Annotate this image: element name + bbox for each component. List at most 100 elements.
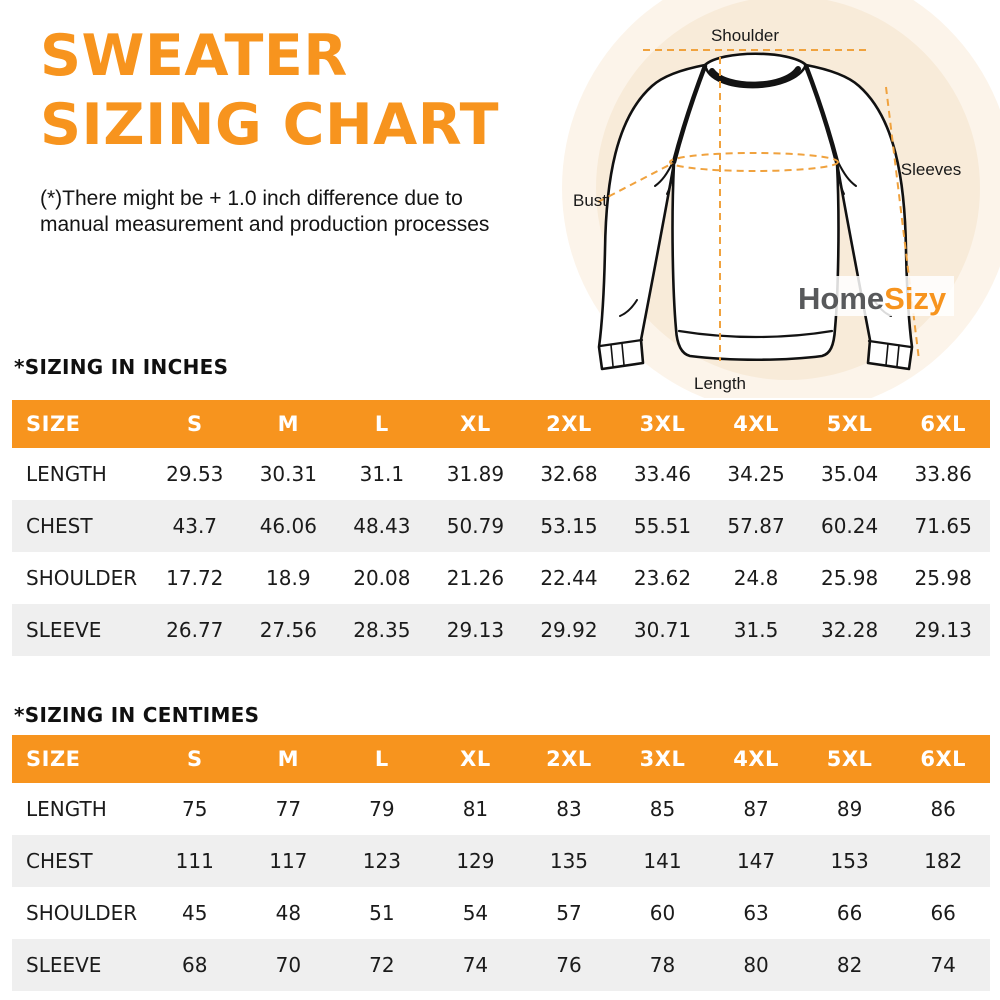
cell-value: 74 [930,953,956,977]
column-header: 6XL [896,400,990,448]
disclaimer-line1: (*)There might be + 1.0 inch difference … [40,187,463,210]
column-header: 3XL [615,400,710,448]
column-header: S [148,735,242,783]
cell-value: 82 [836,953,863,977]
row-label: SHOULDER [26,901,138,925]
cell-value: 66 [930,901,956,925]
table-row: LENGTH 75 77 79 81 83 85 87 89 86 [12,783,990,835]
cell-value: 23.62 [633,566,692,590]
cell-value: 31.5 [733,618,779,642]
cell-value: 53.15 [540,514,598,538]
column-header: SIZE [12,400,148,448]
column-header: 2XL [522,735,616,783]
table-row: LENGTH 29.53 30.31 31.1 31.89 32.68 33.4… [12,448,990,500]
cell-value: 78 [649,953,676,977]
cell-value: 72 [369,953,395,977]
cell-value: 50.79 [446,514,505,538]
shoulder-label: Shoulder [711,26,779,45]
row-label: SLEEVE [26,953,102,977]
column-header: 4XL [709,735,803,783]
cell-value: 57 [556,901,582,925]
table-row: SLEEVE 26.77 27.56 28.35 29.13 29.92 30.… [12,604,990,656]
cell-value: 70 [275,953,302,977]
row-label: CHEST [26,849,93,873]
cell-value: 48.43 [353,514,411,538]
column-header: M [241,735,336,783]
column-header: SIZE [12,735,148,783]
cell-value: 89 [836,797,863,821]
row-label: SLEEVE [26,618,102,642]
inches-section-heading: *SIZING IN INCHES [14,355,229,379]
cell-value: 32.68 [540,462,598,486]
cell-value: 26.77 [166,618,224,642]
bust-pointer-line [597,162,674,203]
cell-value: 129 [456,849,495,873]
cell-value: 48 [275,901,302,925]
centimes-table: SIZE S M L XL 2XL 3XL 4XL 5XL 6XL LENGTH… [12,735,990,991]
column-header: L [335,400,429,448]
sweater-illustration: Shoulder Sleeves Bust Length HomeSizy [562,0,1000,414]
cell-value: 54 [462,901,489,925]
sweater-seam-details [598,63,913,367]
column-header: 2XL [522,400,616,448]
cell-value: 24.8 [733,566,779,590]
table-row: SLEEVE 68 70 72 74 76 78 80 82 74 [12,939,990,991]
cell-value: 21.26 [446,566,505,590]
cell-value: 141 [643,849,682,873]
cell-value: 20.08 [353,566,411,590]
cell-value: 55.51 [633,514,692,538]
cell-value: 29.13 [446,618,505,642]
logo-backdrop [794,276,954,316]
cell-value: 147 [736,849,776,873]
cell-value: 83 [556,797,582,821]
cell-value: 43.7 [172,514,218,538]
cell-value: 60.24 [820,514,879,538]
row-label: LENGTH [26,462,107,486]
column-header: XL [428,400,523,448]
cell-value: 46.06 [259,514,317,538]
cell-value: 31.89 [446,462,505,486]
table-row: CHEST 43.7 46.06 48.43 50.79 53.15 55.51… [12,500,990,552]
cell-value: 117 [269,849,308,873]
row-label: CHEST [26,514,93,538]
logo-text-sizy: Sizy [884,281,947,316]
inches-table: SIZE S M L XL 2XL 3XL 4XL 5XL 6XL LENGTH… [12,400,990,656]
table-row: SHOULDER 17.72 18.9 20.08 21.26 22.44 23… [12,552,990,604]
cell-value: 79 [369,797,395,821]
cell-value: 33.46 [633,462,692,486]
row-label: SHOULDER [26,566,138,590]
cell-value: 30.71 [633,618,692,642]
bust-measure-ellipse [669,152,839,172]
cell-value: 45 [182,901,208,925]
row-label: LENGTH [26,797,107,821]
cell-value: 57.87 [727,514,785,538]
inches-header-row: SIZE S M L XL 2XL 3XL 4XL 5XL 6XL [12,400,990,448]
sleeves-label: Sleeves [901,160,961,179]
column-header: S [148,400,242,448]
cell-value: 123 [362,849,401,873]
column-header: L [335,735,429,783]
cell-value: 135 [549,849,589,873]
centimes-header-row: SIZE S M L XL 2XL 3XL 4XL 5XL 6XL [12,735,990,783]
cell-value: 29.92 [540,618,598,642]
cell-value: 111 [175,849,214,873]
cell-value: 74 [462,953,489,977]
cell-value: 25.98 [914,566,972,590]
cell-value: 31.1 [359,462,405,486]
column-header: 5XL [802,735,897,783]
length-label: Length [694,374,746,393]
cell-value: 35.04 [820,462,879,486]
cell-value: 77 [275,797,302,821]
cell-value: 71.65 [914,514,972,538]
cell-value: 68 [182,953,208,977]
cell-value: 80 [743,953,769,977]
column-header: 6XL [896,735,990,783]
cell-value: 27.56 [259,618,317,642]
cell-value: 29.13 [914,618,972,642]
cell-value: 25.98 [820,566,879,590]
cell-value: 63 [743,901,769,925]
disclaimer-line2: manual measurement and production proces… [40,213,490,237]
cell-value: 51 [369,901,395,925]
sweater-measurement-diagram: Shoulder Sleeves Bust Length HomeSizy [558,0,1000,414]
cell-value: 66 [836,901,863,925]
